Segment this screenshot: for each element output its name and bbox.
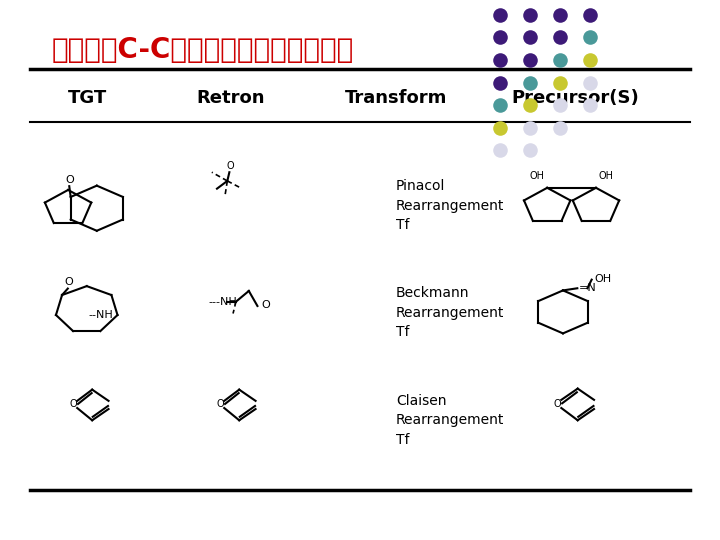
Point xyxy=(494,101,505,110)
Text: =N: =N xyxy=(579,284,596,293)
Text: OH: OH xyxy=(529,171,544,181)
Point xyxy=(554,78,566,87)
Text: Retron: Retron xyxy=(197,89,265,107)
Point xyxy=(494,33,505,42)
Point xyxy=(524,146,536,154)
Text: O: O xyxy=(554,399,561,409)
Point xyxy=(494,78,505,87)
Text: O: O xyxy=(65,278,73,287)
Text: O: O xyxy=(226,161,234,171)
Point xyxy=(524,78,536,87)
Text: ---NH: ---NH xyxy=(209,296,238,307)
Point xyxy=(585,78,596,87)
Text: Beckmann
Rearrangement
Tf: Beckmann Rearrangement Tf xyxy=(396,287,504,340)
Point xyxy=(494,10,505,19)
Text: Transform: Transform xyxy=(345,89,447,107)
Point xyxy=(585,10,596,19)
Point xyxy=(585,56,596,64)
Point xyxy=(585,101,596,110)
Text: TGT: TGT xyxy=(68,89,107,107)
Text: O: O xyxy=(262,300,271,310)
Text: OH: OH xyxy=(595,274,612,284)
Point xyxy=(554,123,566,132)
Point xyxy=(524,123,536,132)
Point xyxy=(554,56,566,64)
Point xyxy=(494,123,505,132)
Text: Precursor(S): Precursor(S) xyxy=(511,89,639,107)
Point xyxy=(524,33,536,42)
Text: O: O xyxy=(65,175,73,185)
Point xyxy=(585,33,596,42)
Text: Claisen
Rearrangement
Tf: Claisen Rearrangement Tf xyxy=(396,394,504,447)
Point xyxy=(554,33,566,42)
Text: O: O xyxy=(216,399,224,409)
Point xyxy=(554,10,566,19)
Text: Pinacol
Rearrangement
Tf: Pinacol Rearrangement Tf xyxy=(396,179,504,232)
Text: O: O xyxy=(69,399,77,409)
Point xyxy=(524,10,536,19)
Point xyxy=(524,101,536,110)
Point xyxy=(554,101,566,110)
Point xyxy=(524,56,536,64)
Point xyxy=(494,56,505,64)
Text: OH: OH xyxy=(599,171,614,181)
Text: --NH: --NH xyxy=(89,310,113,320)
Point xyxy=(494,146,505,154)
Text: 分子骨架C-C键和官能团均变化的转换: 分子骨架C-C键和官能团均变化的转换 xyxy=(52,36,354,64)
